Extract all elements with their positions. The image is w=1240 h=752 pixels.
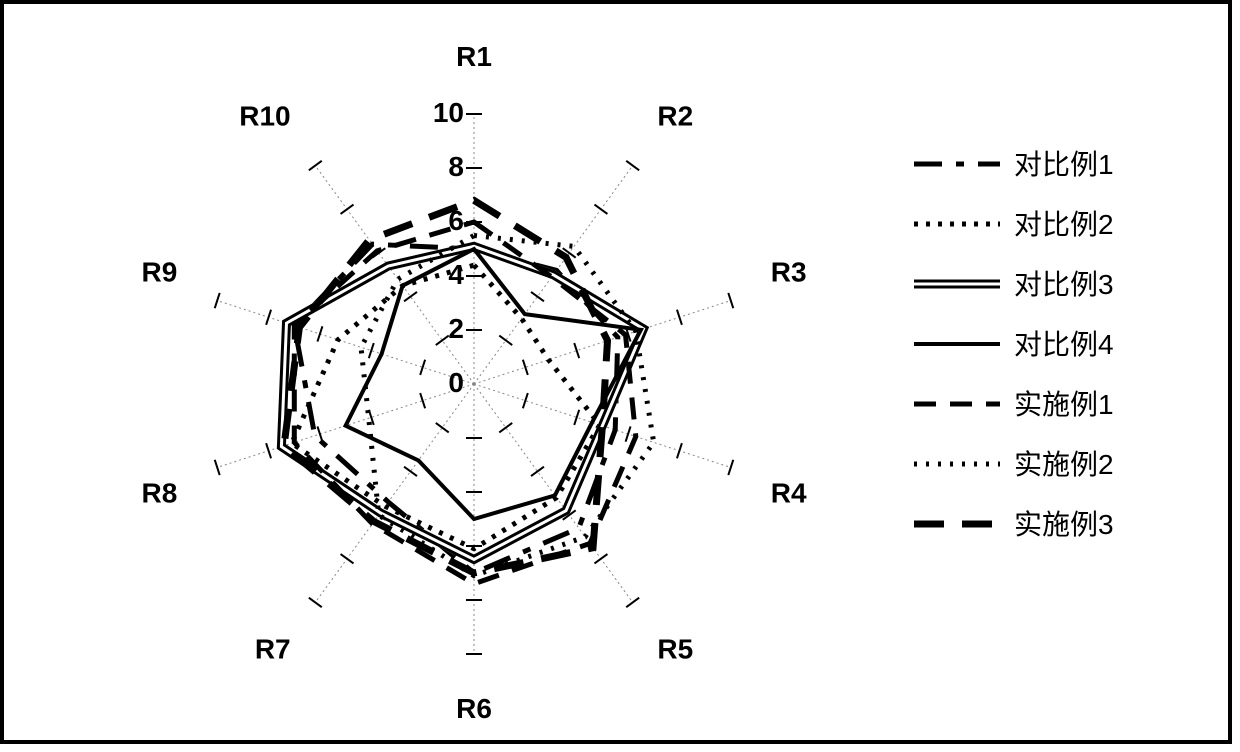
axis-tick xyxy=(523,360,528,375)
radar-chart: R1R2R3R4R5R6R7R8R9R100246810对比例1对比例2对比例3… xyxy=(4,4,1236,748)
axis-line xyxy=(474,301,731,384)
axis-label: R6 xyxy=(456,693,492,724)
axis-tick xyxy=(626,161,639,170)
axis-line xyxy=(217,301,474,384)
axis-label: R5 xyxy=(657,633,693,664)
axis-tick xyxy=(594,554,607,563)
axis-label: R10 xyxy=(239,101,290,132)
axis-tick xyxy=(499,336,512,345)
axis-label: R3 xyxy=(771,257,807,288)
axis-tick xyxy=(215,293,220,308)
axis-tick xyxy=(404,292,417,301)
axis-label: R7 xyxy=(255,633,291,664)
axis-label: R9 xyxy=(141,257,177,288)
axis-tick xyxy=(309,598,322,607)
series-line xyxy=(281,246,643,559)
axis-tick xyxy=(404,467,417,476)
scale-tick-label: 4 xyxy=(448,259,464,290)
axis-tick xyxy=(499,423,512,432)
legend-label: 实施例1 xyxy=(1014,389,1114,420)
axis-tick xyxy=(677,443,682,458)
axis-tick xyxy=(728,293,733,308)
series-line xyxy=(292,265,600,549)
axis-tick xyxy=(215,460,220,475)
axis-tick xyxy=(341,554,354,563)
axis-tick xyxy=(436,336,449,345)
axis-tick xyxy=(574,343,579,358)
legend-label: 实施例3 xyxy=(1014,509,1114,540)
axis-tick xyxy=(531,292,544,301)
axis-tick xyxy=(266,443,271,458)
axis-label: R2 xyxy=(657,101,693,132)
axis-tick xyxy=(523,393,528,408)
axis-tick xyxy=(677,310,682,325)
axis-tick xyxy=(574,410,579,425)
legend-label: 实施例2 xyxy=(1014,449,1114,480)
axis-tick xyxy=(317,326,322,341)
legend-label: 对比例3 xyxy=(1014,269,1114,300)
axis-tick xyxy=(341,205,354,214)
axis-tick xyxy=(309,161,322,170)
scale-tick-label: 10 xyxy=(433,97,464,128)
axis-tick xyxy=(266,310,271,325)
axis-label: R1 xyxy=(456,41,492,72)
axis-tick xyxy=(436,423,449,432)
axis-tick xyxy=(420,393,425,408)
axis-tick xyxy=(626,598,639,607)
chart-frame: R1R2R3R4R5R6R7R8R9R100246810对比例1对比例2对比例3… xyxy=(0,0,1232,744)
axis-tick xyxy=(728,460,733,475)
axis-tick xyxy=(626,426,631,441)
axis-tick xyxy=(531,467,544,476)
legend-label: 对比例1 xyxy=(1014,149,1114,180)
scale-tick-label: 0 xyxy=(448,367,464,398)
axis-label: R4 xyxy=(771,477,807,508)
scale-tick-label: 2 xyxy=(448,313,464,344)
scale-tick-label: 8 xyxy=(448,151,464,182)
axis-tick xyxy=(594,205,607,214)
legend-label: 对比例2 xyxy=(1014,209,1114,240)
legend-label: 对比例4 xyxy=(1014,329,1114,360)
series-line xyxy=(294,222,636,584)
axis-tick xyxy=(317,426,322,441)
axis-label: R8 xyxy=(141,477,177,508)
axis-tick xyxy=(420,360,425,375)
axis-tick xyxy=(369,343,374,358)
